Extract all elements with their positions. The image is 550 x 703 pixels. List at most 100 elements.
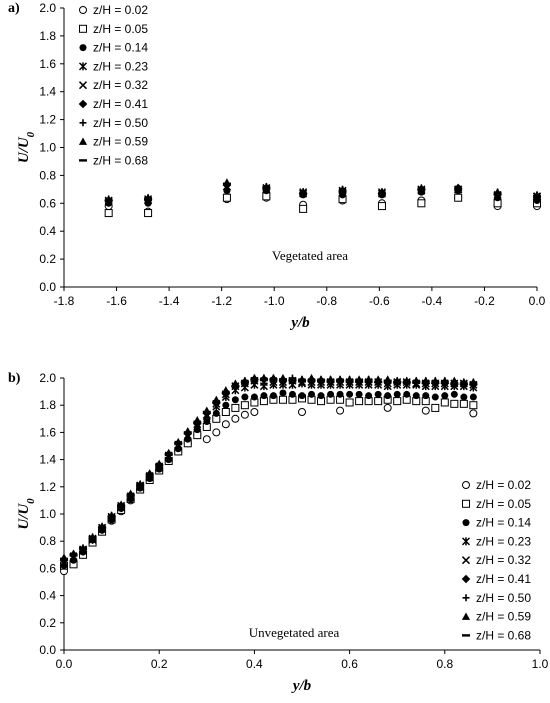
x-axis-title: y/b: [291, 678, 312, 694]
data-point: [241, 393, 249, 401]
legend-entry: z/H = 0.05: [93, 22, 148, 36]
legend-entry: z/H = 0.68: [93, 153, 148, 167]
data-point: [412, 380, 421, 384]
legend-marker: [79, 159, 87, 162]
data-point: [336, 406, 345, 415]
data-point: [355, 379, 364, 382]
x-tick-label: -0.2: [474, 294, 495, 308]
data-point: [345, 379, 354, 382]
legend-entry: z/H = 0.32: [476, 553, 531, 567]
x-tick-label: -0.6: [369, 294, 390, 308]
legend-marker: [79, 119, 87, 127]
series-z-h-0-41: [104, 180, 542, 205]
data-point: [60, 557, 68, 561]
data-point: [126, 493, 135, 497]
data-point: [269, 392, 277, 400]
data-point: [454, 193, 463, 202]
panel-a-vegetated: 0.0 0.2 0.4 0.6 0.8 1.0 1.2 1.4 1.6 1.8 2.0 -1.8 -1.…: [8, 1, 546, 331]
data-point: [533, 195, 541, 198]
data-point: [402, 380, 411, 384]
data-point: [193, 421, 202, 425]
data-point: [326, 379, 335, 382]
data-point: [298, 392, 306, 400]
legend-marker: [462, 594, 470, 602]
y-tick-label: 0.8: [39, 534, 56, 548]
legend-marker: [78, 81, 88, 90]
y-tick-label: 1.8: [39, 398, 56, 412]
y-tick-label: 2.0: [39, 1, 56, 15]
y-tick-label: 0.2: [39, 616, 56, 630]
data-point: [421, 406, 430, 415]
data-point: [278, 378, 287, 381]
data-point: [288, 378, 297, 381]
data-point: [174, 442, 183, 445]
data-point: [144, 209, 153, 218]
data-point: [374, 397, 383, 406]
legend-entry: z/H = 0.41: [93, 97, 148, 111]
legend-entry: z/H = 0.14: [93, 41, 148, 55]
y-tick-label: 1.2: [39, 113, 56, 127]
data-point: [403, 390, 411, 398]
data-point: [231, 403, 240, 412]
data-point: [421, 380, 430, 384]
data-point: [231, 414, 240, 423]
data-point: [317, 392, 325, 400]
data-point: [212, 428, 221, 437]
data-point: [469, 382, 478, 385]
data-point: [250, 393, 258, 401]
data-point: [327, 390, 335, 398]
data-point: [336, 390, 344, 398]
legend-entry: z/H = 0.68: [476, 628, 531, 642]
data-point: [450, 376, 459, 384]
panel-label: b): [8, 371, 21, 386]
data-point: [417, 188, 426, 191]
legend-entry: z/H = 0.59: [476, 610, 531, 624]
data-point: [202, 435, 211, 444]
data-point: [136, 482, 145, 486]
data-point: [260, 392, 268, 400]
data-point: [279, 389, 287, 397]
y-tick-label: 1.4: [39, 453, 56, 467]
series-z-h-0-05: [60, 394, 478, 570]
y-axis-title-subscript: 0: [25, 131, 37, 137]
data-point: [383, 379, 392, 382]
series-z-h-0-02: [60, 403, 478, 576]
data-point: [231, 384, 240, 388]
data-point: [441, 392, 449, 400]
data-point: [431, 403, 440, 412]
legend-marker: [461, 612, 471, 620]
y-tick-label: 1.0: [39, 507, 56, 521]
y-axis-title: U/U0: [16, 498, 37, 530]
y-axis-title: U/U0: [16, 131, 37, 163]
legend-entry: z/H = 0.32: [93, 78, 148, 92]
data-point: [69, 553, 78, 556]
data-point: [155, 463, 164, 467]
x-tick-label: 0.0: [529, 294, 546, 308]
data-point: [412, 392, 420, 400]
y-axis-title-subscript: 0: [25, 498, 37, 504]
data-point: [364, 379, 373, 382]
data-point: [222, 182, 231, 185]
data-point: [117, 504, 126, 508]
data-point: [222, 401, 230, 409]
data-point: [107, 515, 116, 518]
data-point: [145, 473, 154, 476]
area-annotation: Vegetated area: [272, 248, 348, 263]
legend: z/H = 0.02 z/H = 0.05 z/H = 0.14 z/H = 0.23…: [461, 478, 531, 642]
x-tick-label: -0.8: [316, 294, 337, 308]
data-point: [532, 194, 542, 204]
data-point: [259, 378, 268, 381]
data-point: [299, 192, 308, 195]
data-point: [450, 382, 459, 385]
data-point: [450, 399, 459, 408]
data-point: [454, 188, 463, 191]
panel-label: a): [8, 1, 20, 16]
y-tick-label: 1.6: [39, 425, 56, 439]
data-point: [278, 395, 287, 404]
data-point: [459, 399, 468, 408]
data-point: [221, 420, 230, 429]
data-point: [288, 390, 296, 398]
data-point: [422, 392, 430, 400]
data-point: [384, 392, 392, 400]
